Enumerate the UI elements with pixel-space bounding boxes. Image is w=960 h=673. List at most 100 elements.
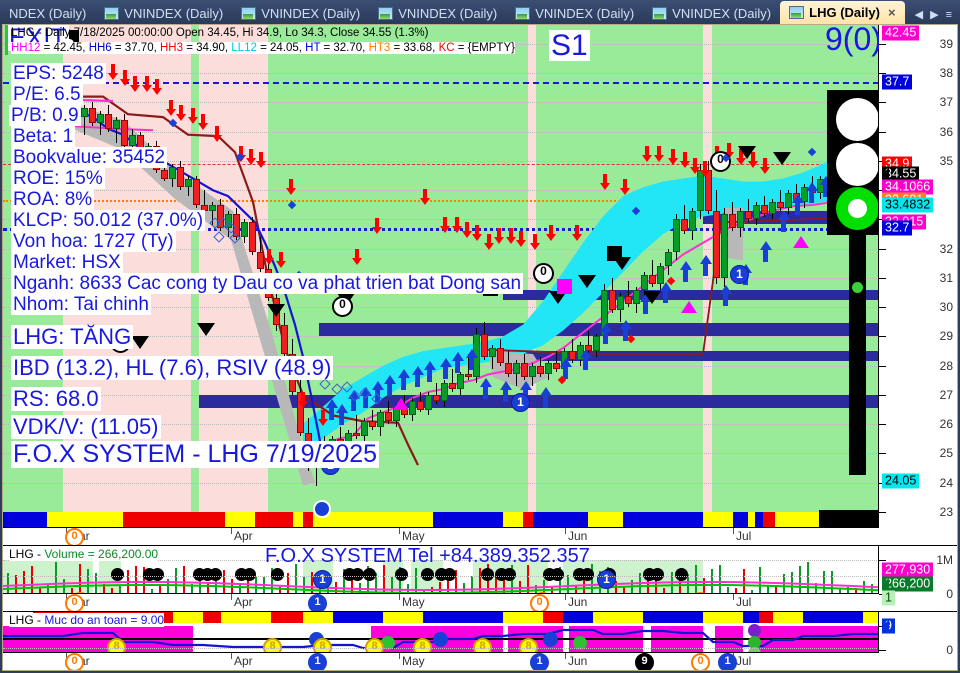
blue-step-line — [62, 104, 327, 469]
candle-body — [433, 394, 440, 401]
buy-arrow — [401, 377, 406, 391]
prev-tab-icon[interactable]: ◀ — [914, 9, 924, 21]
tab-label: VNINDEX (Daily) — [672, 5, 772, 21]
sell-arrow-head — [600, 183, 610, 191]
buy-arrow-head — [539, 386, 552, 396]
buy-arrow-head — [451, 351, 464, 361]
candle-body — [281, 324, 288, 354]
tab-vnindex-4[interactable]: VNINDEX (Daily) — [506, 2, 643, 24]
volume-bar — [7, 573, 9, 594]
sell-arrow — [763, 158, 767, 169]
month-label: Jul — [736, 529, 752, 543]
info-market: Market: HSX — [11, 252, 123, 273]
candle-wick — [628, 280, 629, 308]
candle-wick — [316, 450, 317, 486]
buy-arrow — [363, 394, 368, 408]
axis-tick-label: 39 — [939, 37, 953, 51]
buy-arrow — [583, 356, 588, 370]
sell-arrow-head — [246, 158, 256, 166]
candle-body — [105, 114, 112, 129]
candle-body — [177, 166, 184, 188]
buy-arrow — [763, 248, 768, 262]
safety-status-dot — [748, 636, 761, 649]
month-tick — [733, 528, 734, 534]
safety-axis-marker: 1 — [308, 653, 327, 670]
tab-lhg[interactable]: LHG (Daily) × — [780, 1, 905, 24]
tab-label: VNINDEX (Daily) — [124, 5, 224, 21]
info-klcp: KLCP: 50.012 (37.0%) — [11, 210, 206, 231]
sell-arrow-head — [286, 187, 296, 195]
vdkv-label: VDK/V: (11.05) — [11, 414, 161, 439]
candle-body — [649, 275, 656, 284]
volume-bar — [527, 564, 529, 594]
volume-grid — [3, 560, 879, 561]
volume-bar — [191, 584, 193, 594]
candle-body — [129, 134, 136, 147]
distribution-marker — [643, 291, 661, 305]
indicator-token: HT3 — [368, 42, 391, 54]
tab-menu-icon[interactable]: ≡ — [945, 8, 952, 21]
candle-wick — [356, 415, 357, 439]
volume-spike-dot — [395, 568, 408, 581]
volume-bar — [847, 586, 849, 594]
tab-label: VNINDEX (Daily) — [398, 5, 498, 21]
volume-badge: 266,200 — [882, 576, 934, 592]
axis-tick — [879, 277, 886, 279]
tab-vnindex-3[interactable]: VNINDEX (Daily) — [369, 2, 506, 24]
tab-vnindex-0[interactable]: NDEX (Daily) — [0, 2, 95, 24]
volume-bar — [87, 569, 89, 594]
volume-spike-dot — [581, 568, 594, 581]
sell-arrow-head — [188, 117, 198, 125]
volume-bar — [415, 568, 417, 594]
tab-vnindex-1[interactable]: VNINDEX (Daily) — [95, 2, 232, 24]
next-tab-icon[interactable]: ▶ — [930, 9, 939, 21]
axis-tick-label: 35 — [939, 153, 953, 168]
axis-tick-label: 29 — [939, 329, 953, 344]
buy-arrow — [483, 386, 488, 400]
sell-arrow-head — [748, 161, 758, 169]
candle-body — [521, 362, 528, 378]
candle-body — [241, 222, 248, 237]
safety-month-axis: MarAprMayJunJul011901 — [3, 652, 879, 670]
candle-wick — [100, 111, 101, 135]
regime-band — [3, 25, 11, 545]
candle-body — [449, 383, 456, 390]
regime-end-block — [819, 510, 879, 528]
info-nganh: Nganh: 8633 Cac cong ty Dau co va phat t… — [11, 273, 524, 294]
buy-arrow — [781, 219, 786, 233]
volume-bar — [239, 583, 241, 594]
signal-zero-marker: 0 — [332, 295, 353, 317]
sell-arrow — [497, 228, 501, 239]
strip-signal-marker — [313, 500, 331, 518]
candle-body — [425, 394, 432, 410]
safety-band-segment — [423, 612, 503, 623]
sell-arrow — [267, 248, 271, 259]
traffic-light-green-core — [848, 199, 867, 218]
indicator-token: = 37.70, — [111, 42, 160, 54]
safety-axis-marker: 0 — [691, 653, 710, 670]
close-icon[interactable]: × — [887, 5, 896, 20]
info-eps: EPS: 5248 — [11, 63, 106, 84]
candle-body — [497, 348, 504, 363]
safety-band-segment — [333, 612, 383, 623]
distribution-marker — [267, 304, 285, 318]
sell-arrow — [671, 149, 675, 160]
candle-body — [361, 421, 368, 436]
axis-tick-label: 23 — [939, 504, 953, 519]
tab-label: NDEX (Daily) — [9, 5, 87, 21]
axis-tick-label: 0 — [946, 643, 953, 657]
tab-vnindex-5[interactable]: VNINDEX (Daily) — [643, 2, 780, 24]
sell-arrow-head — [472, 234, 482, 242]
candle-wick — [652, 260, 653, 287]
sell-arrow-head — [494, 237, 504, 245]
tab-vnindex-2[interactable]: VNINDEX (Daily) — [232, 2, 369, 24]
buy-arrow — [683, 269, 688, 283]
volume-bar — [407, 583, 409, 594]
sell-arrow-head — [372, 227, 382, 234]
sell-arrow — [657, 146, 661, 157]
volume-bar — [15, 574, 17, 594]
